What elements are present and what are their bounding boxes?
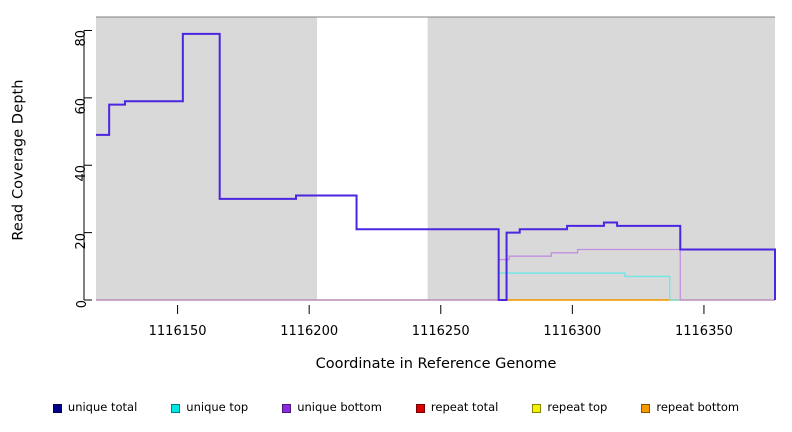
x-tick-label: 1116200 <box>280 324 339 339</box>
x-axis-title: Coordinate in Reference Genome <box>315 356 557 372</box>
x-tick-label: 1116250 <box>411 324 470 339</box>
legend-label: unique total <box>67 400 138 415</box>
x-tick-label: 1116150 <box>148 324 207 339</box>
legend-item-unique-total[interactable]: unique total <box>36 402 154 414</box>
y-tick-label: 60 <box>74 97 90 115</box>
legend-item-repeat-top[interactable]: repeat top <box>515 402 624 414</box>
legend-label: unique top <box>186 400 249 415</box>
x-tick-label: 1116350 <box>674 324 733 339</box>
x-tick-label: 1116300 <box>543 324 602 339</box>
y-tick-label: 20 <box>74 232 90 250</box>
legend-swatch-icon <box>282 403 292 413</box>
coverage-region-right <box>427 17 775 300</box>
legend-item-unique-bottom[interactable]: unique bottom <box>265 402 399 414</box>
legend-item-repeat-total[interactable]: repeat total <box>399 402 515 414</box>
legend-item-unique-top[interactable]: unique top <box>154 402 265 414</box>
legend-label: repeat total <box>430 400 499 415</box>
legend-swatch-icon <box>171 403 181 413</box>
legend-swatch-icon <box>415 403 425 413</box>
legend-label: repeat bottom <box>656 400 740 415</box>
legend-swatch-icon <box>641 403 651 413</box>
coverage-region-left <box>96 17 318 300</box>
y-axis-title: Read Coverage Depth <box>11 79 27 241</box>
y-tick-label: 80 <box>74 30 90 48</box>
legend-swatch-icon <box>532 403 542 413</box>
legend-swatch-icon <box>52 403 62 413</box>
y-tick-label: 40 <box>74 165 90 182</box>
legend-item-repeat-bottom[interactable]: repeat bottom <box>624 402 756 414</box>
series-line-unique-total <box>96 32 776 301</box>
chart-legend: unique total unique top unique bottom repea… <box>0 396 792 420</box>
legend-label: unique bottom <box>297 400 382 415</box>
legend-label: repeat top <box>547 400 608 415</box>
y-tick-label: 0 <box>74 300 90 309</box>
